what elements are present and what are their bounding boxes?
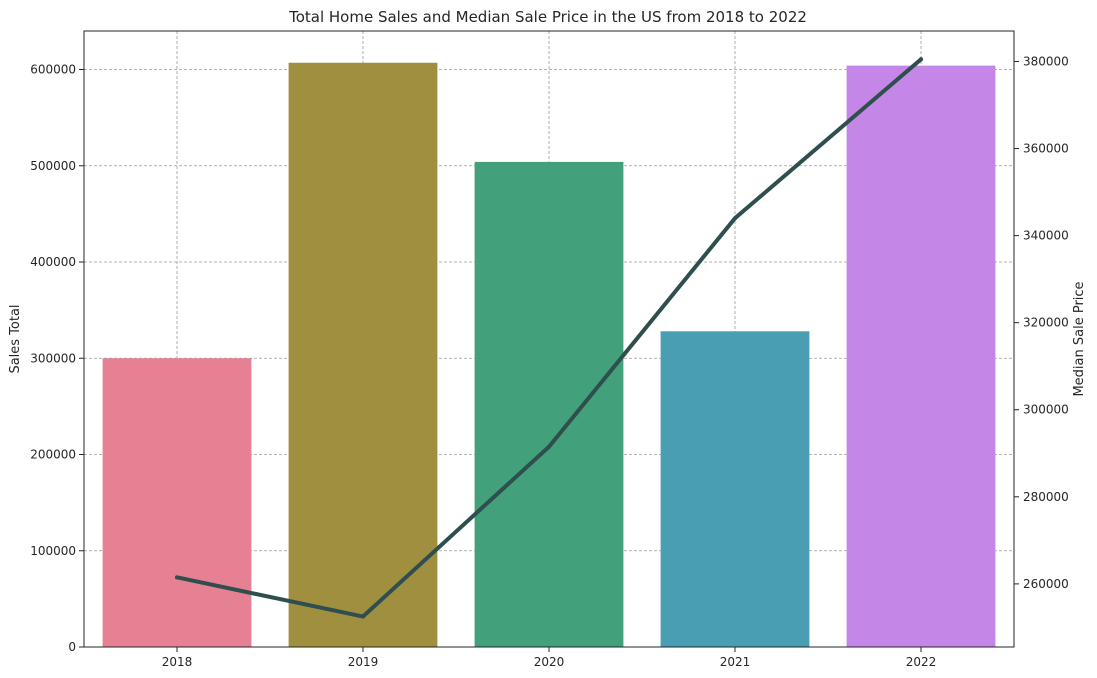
- y-right-tick-label: 300000: [1023, 403, 1069, 417]
- median-price-point-2019: [361, 614, 365, 619]
- x-tick-label: 2021: [720, 655, 751, 669]
- x-tick-label: 2019: [348, 655, 379, 669]
- y-left-tick-label: 600000: [30, 63, 76, 77]
- bar-2022: [846, 65, 996, 647]
- y-right-tick-label: 260000: [1023, 577, 1069, 591]
- y-axis-right: 260000 280000 300000 320000 340000 360000 3800…: [1014, 54, 1069, 591]
- y-left-tick-label: 300000: [30, 351, 76, 365]
- median-price-point-2020: [547, 444, 551, 449]
- y-left-tick-label: 100000: [30, 544, 76, 558]
- x-tick-label: 2020: [534, 655, 565, 669]
- bar-2019: [288, 62, 438, 647]
- median-price-line-series: [175, 57, 923, 619]
- bar-2021: [660, 331, 810, 647]
- bar-series: [102, 62, 996, 647]
- median-price-point-2022: [919, 57, 923, 62]
- bar-2020: [474, 161, 624, 647]
- median-price-point-2018: [175, 575, 179, 580]
- y-axis-right-label: Median Sale Price: [1072, 281, 1087, 396]
- y-right-tick-label: 280000: [1023, 490, 1069, 504]
- y-right-tick-label: 380000: [1023, 54, 1069, 68]
- x-axis: 2018 2019 2020 2021 2022: [162, 647, 937, 669]
- x-tick-label: 2018: [162, 655, 193, 669]
- y-left-tick-label: 200000: [30, 448, 76, 462]
- y-axis-left: 0 100000 200000 300000 400000 500000 600000: [30, 63, 84, 654]
- bar-2018: [102, 358, 252, 647]
- y-axis-left-label: Sales Total: [8, 304, 23, 373]
- y-left-tick-label: 500000: [30, 159, 76, 173]
- x-tick-label: 2022: [906, 655, 937, 669]
- chart-title: Total Home Sales and Median Sale Price i…: [288, 8, 807, 26]
- y-left-tick-label: 0: [68, 640, 76, 654]
- median-price-point-2021: [733, 216, 737, 221]
- y-right-tick-label: 320000: [1023, 316, 1069, 330]
- y-left-tick-label: 400000: [30, 255, 76, 269]
- y-right-tick-label: 360000: [1023, 142, 1069, 156]
- y-right-tick-label: 340000: [1023, 229, 1069, 243]
